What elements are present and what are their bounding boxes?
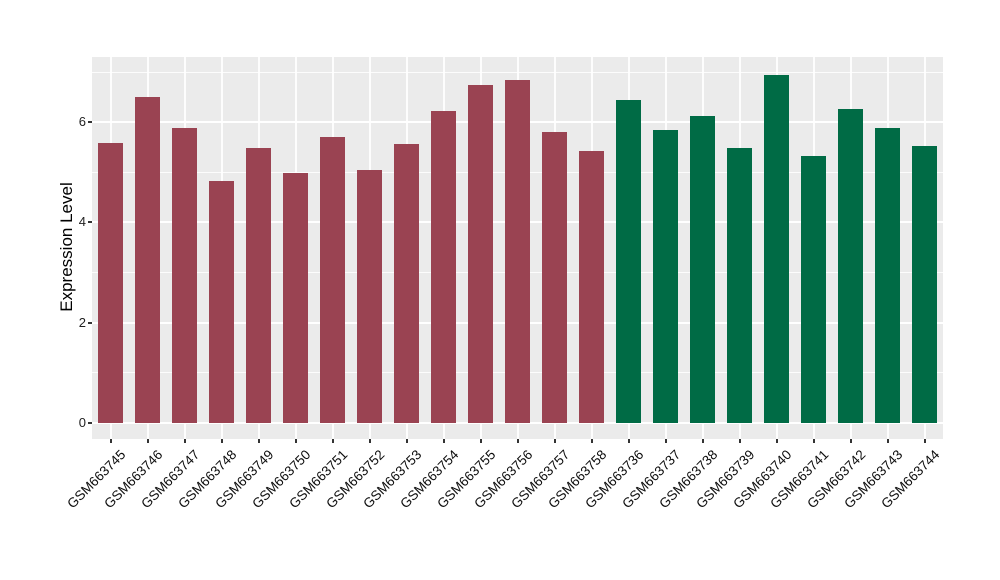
x-tick-label: GSM663737 xyxy=(618,447,684,512)
x-axis-tick xyxy=(590,439,593,443)
bar-GSM663756 xyxy=(505,79,530,423)
x-axis-tick xyxy=(923,439,926,443)
x-tick-label: GSM663742 xyxy=(803,447,869,512)
bar-GSM663747 xyxy=(172,128,197,423)
bar-GSM663743 xyxy=(875,128,900,423)
x-axis-tick xyxy=(146,439,149,443)
x-axis-tick xyxy=(701,439,704,443)
x-axis-tick xyxy=(738,439,741,443)
bar-GSM663738 xyxy=(690,115,715,423)
x-tick-label: GSM663746 xyxy=(100,447,166,512)
plot-panel xyxy=(92,57,943,439)
x-axis-tick xyxy=(812,439,815,443)
bar-GSM663749 xyxy=(246,148,271,423)
bar-GSM663745 xyxy=(98,143,123,423)
x-axis-tick xyxy=(294,439,297,443)
x-tick-label: GSM663748 xyxy=(174,447,240,512)
bar-GSM663748 xyxy=(209,180,234,423)
x-axis-tick xyxy=(220,439,223,443)
y-tick-label: 0 xyxy=(78,415,86,430)
x-axis-tick xyxy=(516,439,519,443)
x-tick-label: GSM663749 xyxy=(211,447,277,512)
bar-GSM663744 xyxy=(912,145,937,423)
x-tick-label: GSM663747 xyxy=(137,447,203,512)
x-axis-tick xyxy=(331,439,334,443)
x-axis-tick xyxy=(553,439,556,443)
x-tick-label: GSM663754 xyxy=(396,447,462,512)
x-axis-tick xyxy=(886,439,889,443)
x-axis-tick xyxy=(257,439,260,443)
x-axis-tick xyxy=(109,439,112,443)
bar-GSM663740 xyxy=(764,74,789,423)
bar-GSM663754 xyxy=(431,110,456,423)
x-tick-label: GSM663756 xyxy=(470,447,536,512)
y-axis-title: Expression Level xyxy=(57,182,76,312)
x-axis-tick xyxy=(368,439,371,443)
bar-GSM663742 xyxy=(838,108,863,423)
x-tick-label: GSM663740 xyxy=(729,447,795,512)
bar-GSM663755 xyxy=(468,85,493,423)
x-tick-label: GSM663757 xyxy=(507,447,573,512)
x-tick-label: GSM663755 xyxy=(433,447,499,512)
x-tick-label: GSM663736 xyxy=(581,447,647,512)
bar-GSM663758 xyxy=(579,151,604,423)
bar-GSM663736 xyxy=(616,99,641,423)
x-tick-label: GSM663738 xyxy=(655,447,721,512)
bar-GSM663746 xyxy=(135,96,160,423)
x-tick-label: GSM663758 xyxy=(544,447,610,512)
x-tick-label: GSM663739 xyxy=(692,447,758,512)
x-axis-tick xyxy=(479,439,482,443)
x-tick-label: GSM663752 xyxy=(322,447,388,512)
bar-GSM663739 xyxy=(727,148,752,423)
bar-GSM663752 xyxy=(357,169,382,423)
x-tick-label: GSM663745 xyxy=(63,447,129,512)
bar-GSM663750 xyxy=(283,173,308,423)
x-tick-label: GSM663744 xyxy=(877,447,943,512)
x-axis-tick xyxy=(849,439,852,443)
bar-GSM663751 xyxy=(320,137,345,423)
bar-GSM663753 xyxy=(394,143,419,423)
x-axis-tick xyxy=(664,439,667,443)
bar-GSM663741 xyxy=(801,155,826,423)
bar-GSM663757 xyxy=(542,131,567,423)
x-tick-label: GSM663753 xyxy=(359,447,425,512)
x-tick-label: GSM663743 xyxy=(840,447,906,512)
x-axis-tick xyxy=(183,439,186,443)
x-axis-tick xyxy=(775,439,778,443)
x-tick-label: GSM663750 xyxy=(248,447,314,512)
x-axis-tick xyxy=(405,439,408,443)
x-tick-label: GSM663751 xyxy=(285,447,351,512)
x-tick-label: GSM663741 xyxy=(766,447,832,512)
x-axis-tick xyxy=(442,439,445,443)
x-axis-tick xyxy=(627,439,630,443)
bar-GSM663737 xyxy=(653,129,678,423)
